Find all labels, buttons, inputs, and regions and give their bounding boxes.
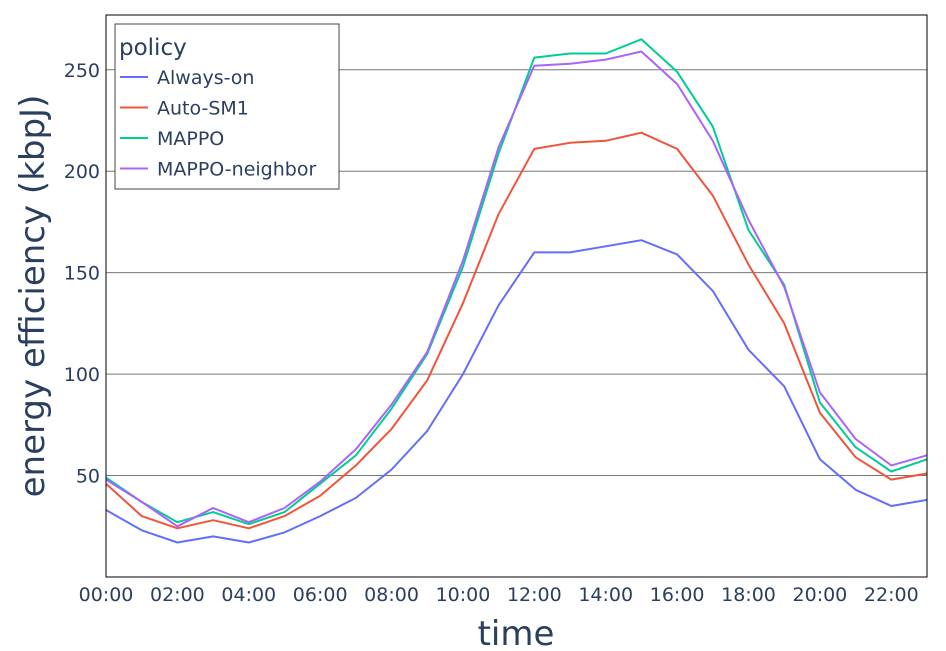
x-tick-label: 14:00	[578, 584, 633, 606]
legend-item-always-on[interactable]: Always-on	[120, 67, 254, 89]
y-tick-label: 100	[64, 364, 100, 386]
series-line-auto-sm1[interactable]	[105, 131, 928, 530]
legend-items[interactable]: Always-on Auto-SM1 MAPPO MAPPO-neighbor	[120, 67, 316, 181]
legend-label: Always-on	[157, 67, 254, 89]
y-tick-label: 250	[64, 60, 100, 82]
legend-label: MAPPO	[157, 128, 224, 150]
x-tick-label: 02:00	[150, 584, 205, 606]
y-tick-label: 50	[76, 466, 100, 488]
legend-label: Auto-SM1	[157, 98, 249, 120]
legend-label: MAPPO-neighbor	[157, 159, 316, 181]
x-axis-ticks: 00:00 02:00 04:00 06:00 08:00 10:00 12:00 14:00…	[79, 584, 919, 606]
legend-item-mappo[interactable]: MAPPO	[120, 128, 224, 150]
series-lines	[105, 38, 928, 544]
legend[interactable]: policy Always-on Auto-SM1 MAPPO MAPPO-neigh…	[114, 23, 340, 190]
legend-box	[114, 23, 340, 190]
x-axis-title: time	[478, 614, 555, 651]
y-tick-label: 200	[64, 161, 100, 183]
x-tick-label: 10:00	[436, 584, 491, 606]
series-line-always-on[interactable]	[105, 239, 928, 544]
legend-item-auto-sm1[interactable]: Auto-SM1	[120, 98, 249, 120]
x-tick-label: 08:00	[364, 584, 419, 606]
x-tick-label: 22:00	[864, 584, 919, 606]
y-axis-title: energy efficiency (kbpJ)	[13, 95, 53, 498]
x-tick-label: 20:00	[793, 584, 848, 606]
x-tick-label: 00:00	[79, 584, 134, 606]
legend-item-mappo-neighbor[interactable]: MAPPO-neighbor	[120, 159, 316, 181]
x-tick-label: 18:00	[721, 584, 776, 606]
y-tick-label: 150	[64, 263, 100, 285]
x-tick-label: 06:00	[293, 584, 348, 606]
x-tick-label: 16:00	[650, 584, 705, 606]
x-tick-label: 12:00	[507, 584, 562, 606]
y-axis-ticks: 50 100 150 200 250	[64, 60, 100, 488]
x-tick-label: 04:00	[221, 584, 276, 606]
series-line-mappo-neighbor[interactable]	[105, 50, 928, 528]
plot-frame	[105, 14, 928, 578]
legend-title: policy	[119, 35, 187, 61]
